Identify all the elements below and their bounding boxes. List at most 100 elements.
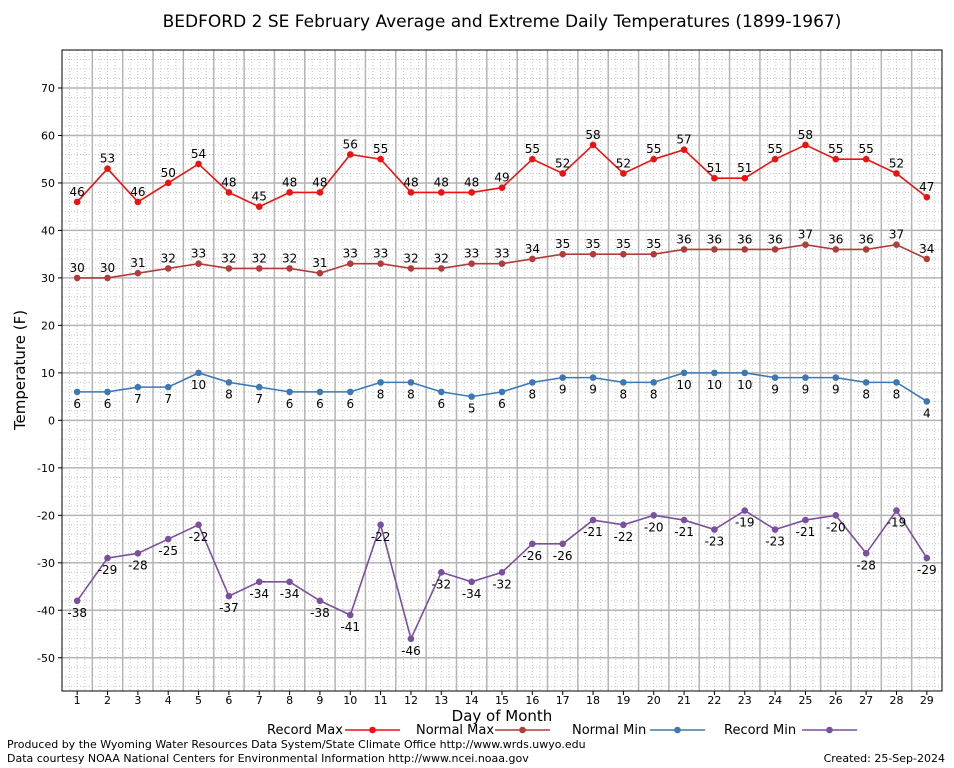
data-label-record-min: -34 bbox=[462, 587, 482, 601]
data-label-record-max: 48 bbox=[434, 175, 449, 189]
data-label-normal-max: 32 bbox=[403, 251, 418, 265]
data-point-normal-min bbox=[802, 374, 809, 381]
y-tick-label: -40 bbox=[37, 604, 55, 617]
data-label-record-max: 50 bbox=[161, 166, 176, 180]
data-point-record-max bbox=[104, 165, 111, 173]
data-label-record-max: 52 bbox=[555, 156, 570, 170]
data-point-record-min bbox=[195, 521, 202, 529]
data-point-record-min bbox=[711, 526, 718, 533]
data-label-record-min: -41 bbox=[340, 620, 360, 634]
data-label-normal-max: 31 bbox=[312, 256, 327, 270]
data-label-record-max: 55 bbox=[767, 142, 782, 156]
data-label-normal-max: 35 bbox=[555, 237, 570, 251]
data-point-record-max bbox=[680, 146, 688, 154]
x-tick-label: 9 bbox=[316, 694, 323, 707]
data-label-normal-min: 10 bbox=[191, 378, 206, 392]
data-point-record-min bbox=[589, 516, 597, 524]
data-label-record-min: -29 bbox=[98, 563, 118, 577]
data-point-record-min bbox=[104, 554, 111, 562]
data-point-record-max bbox=[862, 155, 870, 163]
x-tick-label: 2 bbox=[104, 694, 111, 707]
data-label-record-max: 58 bbox=[585, 128, 600, 142]
data-point-normal-max bbox=[650, 250, 658, 258]
data-point-normal-min bbox=[559, 374, 566, 381]
data-point-normal-max bbox=[620, 250, 627, 258]
data-label-normal-max: 33 bbox=[464, 247, 479, 261]
data-label-record-max: 55 bbox=[858, 142, 873, 156]
data-label-normal-min: 6 bbox=[437, 397, 445, 411]
legend-label-normal-min: Normal Min bbox=[572, 723, 646, 738]
data-point-record-max bbox=[407, 189, 415, 196]
x-tick-label: 26 bbox=[829, 694, 843, 707]
data-point-normal-min bbox=[377, 379, 384, 386]
data-label-normal-min: 10 bbox=[737, 378, 752, 392]
data-point-record-min bbox=[134, 550, 142, 557]
x-tick-label: 21 bbox=[677, 694, 691, 707]
chart-title: BEDFORD 2 SE February Average and Extrem… bbox=[163, 12, 842, 32]
data-label-normal-max: 32 bbox=[161, 251, 176, 265]
data-label-normal-min: 8 bbox=[407, 387, 415, 401]
data-label-normal-min: 4 bbox=[923, 406, 931, 420]
data-point-record-max bbox=[255, 203, 263, 210]
data-point-record-max bbox=[73, 198, 81, 206]
data-point-normal-max bbox=[286, 265, 293, 272]
data-label-record-max: 55 bbox=[525, 142, 540, 156]
data-point-normal-min bbox=[589, 374, 597, 381]
data-label-record-max: 51 bbox=[707, 161, 722, 175]
data-label-record-min: -34 bbox=[280, 587, 300, 601]
data-label-normal-min: 5 bbox=[468, 402, 476, 416]
y-axis-ticks: -50 -40 -30 -20 -10 0 10 20 30 40 50 60 70 bbox=[37, 82, 62, 665]
data-point-record-min bbox=[802, 516, 809, 524]
data-label-record-min: -28 bbox=[128, 558, 148, 572]
data-label-record-min: -23 bbox=[705, 535, 725, 549]
data-point-record-max bbox=[741, 174, 749, 182]
legend-marker-record-min bbox=[826, 726, 833, 734]
data-label-record-min: -29 bbox=[917, 563, 937, 577]
data-label-normal-min: 8 bbox=[893, 387, 901, 401]
data-point-record-max bbox=[923, 193, 931, 201]
data-point-normal-min bbox=[711, 369, 718, 377]
data-point-normal-min bbox=[529, 379, 536, 386]
data-point-record-min bbox=[923, 554, 931, 562]
data-point-normal-max bbox=[711, 246, 718, 253]
data-point-record-max bbox=[195, 160, 202, 168]
x-tick-label: 14 bbox=[465, 694, 479, 707]
data-point-normal-min bbox=[923, 398, 931, 405]
data-point-normal-max bbox=[164, 265, 172, 272]
data-label-record-min: -23 bbox=[765, 535, 785, 549]
legend-marker-record-max bbox=[369, 726, 376, 734]
footer-data-courtesy: Data courtesy NOAA National Centers for … bbox=[7, 752, 529, 765]
data-label-record-max: 46 bbox=[130, 185, 145, 199]
data-label-normal-max: 34 bbox=[919, 242, 934, 256]
data-point-normal-max bbox=[802, 241, 809, 248]
data-label-record-min: -21 bbox=[674, 525, 694, 539]
data-point-normal-min bbox=[650, 379, 658, 386]
data-point-record-max bbox=[529, 155, 536, 163]
x-tick-label: 19 bbox=[616, 694, 630, 707]
data-label-record-max: 55 bbox=[828, 142, 843, 156]
x-tick-label: 23 bbox=[738, 694, 752, 707]
data-label-record-max: 48 bbox=[312, 175, 327, 189]
data-label-normal-min: 6 bbox=[286, 397, 294, 411]
data-label-normal-min: 7 bbox=[164, 392, 172, 406]
x-tick-label: 28 bbox=[889, 694, 903, 707]
data-label-normal-max: 32 bbox=[434, 251, 449, 265]
data-label-record-min: -32 bbox=[492, 577, 512, 591]
x-tick-label: 5 bbox=[195, 694, 202, 707]
x-axis-ticks: 1 2 3 4 5 6 7 8 9 10 11 12 13 14 15 16 17 18 19 20 21 22 23 24 2… bbox=[74, 691, 934, 707]
data-label-record-max: 46 bbox=[70, 185, 85, 199]
data-point-record-max bbox=[286, 189, 293, 196]
data-label-normal-max: 31 bbox=[130, 256, 145, 270]
data-label-normal-min: 9 bbox=[559, 383, 567, 397]
data-point-normal-min bbox=[73, 388, 81, 396]
data-label-normal-max: 36 bbox=[676, 232, 691, 246]
data-point-normal-max bbox=[529, 255, 536, 263]
data-label-normal-min: 8 bbox=[650, 387, 658, 401]
data-point-normal-max bbox=[832, 246, 840, 253]
data-label-record-max: 56 bbox=[343, 137, 358, 151]
series-normal-max: 30 30 31 32 33 32 32 32 31 33 33 32 32 33 33 34 35 35 35 35… bbox=[70, 228, 934, 282]
data-label-normal-max: 35 bbox=[646, 237, 661, 251]
data-label-normal-min: 9 bbox=[832, 383, 840, 397]
data-label-normal-min: 8 bbox=[862, 387, 870, 401]
data-point-normal-min bbox=[893, 379, 900, 386]
